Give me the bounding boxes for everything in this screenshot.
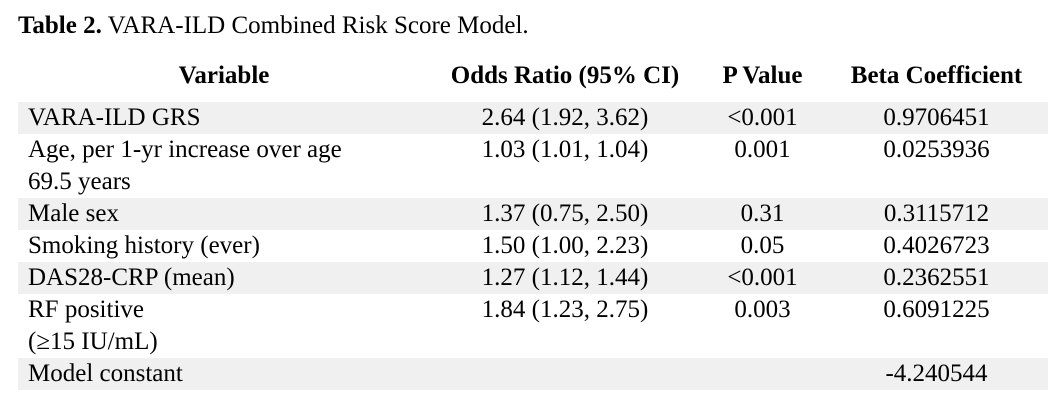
cell-variable: DAS28-CRP (mean) [28,264,235,291]
cell-variable: Age, per 1-yr increase over age 69.5 yea… [28,136,342,195]
cell-odds-ratio: 1.84 (1.23, 2.75) [481,296,649,323]
cell-beta-coefficient: 0.6091225 [883,296,990,323]
cell-beta-coefficient: 0.9706451 [883,104,990,131]
cell-p-value: <0.001 [727,104,798,131]
table-row: Male sex 1.37 (0.75, 2.50) 0.31 0.311571… [18,198,1048,230]
table-header-row: Variable Odds Ratio (95% CI) P Value Bet… [18,56,1048,102]
column-header-variable: Variable [178,62,270,89]
table-row: RF positive (≥15 IU/mL) 1.84 (1.23, 2.75… [18,294,1048,358]
cell-variable: RF positive (≥15 IU/mL) [28,296,158,355]
cell-p-value: <0.001 [727,264,798,291]
cell-beta-coefficient: -4.240544 [885,360,988,387]
table-row: DAS28-CRP (mean) 1.27 (1.12, 1.44) <0.00… [18,262,1048,294]
table-row: VARA-ILD GRS 2.64 (1.92, 3.62) <0.001 0.… [18,102,1048,134]
cell-odds-ratio: 1.37 (0.75, 2.50) [481,200,649,227]
cell-variable: Smoking history (ever) [28,232,260,259]
table-caption-label: Table 2. [18,12,102,39]
cell-odds-ratio: 1.50 (1.00, 2.23) [481,232,649,259]
cell-p-value: 0.05 [740,232,785,259]
table-caption-text: VARA-ILD Combined Risk Score Model. [101,12,529,39]
table-caption: Table 2. VARA-ILD Combined Risk Score Mo… [18,11,529,41]
cell-odds-ratio: 1.27 (1.12, 1.44) [481,264,649,291]
cell-beta-coefficient: 0.2362551 [883,264,990,291]
cell-odds-ratio [430,358,700,390]
cell-beta-coefficient: 0.0253936 [883,136,990,163]
cell-variable: Model constant [28,360,183,387]
cell-p-value: 0.001 [734,136,791,163]
table-row: Smoking history (ever) 1.50 (1.00, 2.23)… [18,230,1048,262]
table-row: Age, per 1-yr increase over age 69.5 yea… [18,134,1048,198]
column-header-odds-ratio: Odds Ratio (95% CI) [450,62,680,89]
cell-beta-coefficient: 0.4026723 [883,232,990,259]
cell-odds-ratio: 2.64 (1.92, 3.62) [481,104,649,131]
cell-p-value: 0.31 [740,200,785,227]
cell-variable: Male sex [28,200,119,227]
risk-score-table: Variable Odds Ratio (95% CI) P Value Bet… [18,56,1048,390]
cell-p-value: 0.003 [734,296,791,323]
column-header-p-value: P Value [722,62,803,89]
cell-variable: VARA-ILD GRS [28,104,201,131]
cell-beta-coefficient: 0.3115712 [883,200,990,227]
table-row: Model constant -4.240544 [18,358,1048,390]
cell-odds-ratio: 1.03 (1.01, 1.04) [481,136,649,163]
column-header-beta-coefficient: Beta Coefficient [850,62,1023,89]
cell-p-value [700,358,825,390]
